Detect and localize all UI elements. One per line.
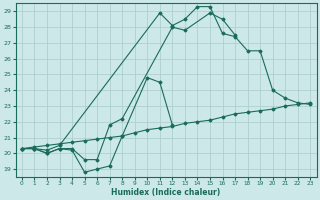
X-axis label: Humidex (Indice chaleur): Humidex (Indice chaleur) bbox=[111, 188, 221, 197]
